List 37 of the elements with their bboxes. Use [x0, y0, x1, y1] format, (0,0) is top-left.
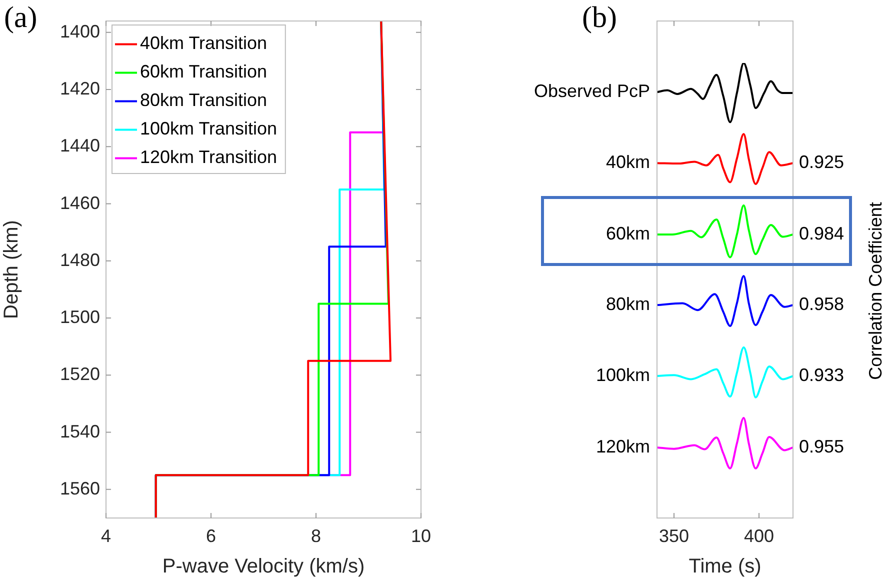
y2-axis-title: Correlation Coefficient — [866, 202, 886, 380]
x-tick-label: 4 — [100, 526, 112, 546]
text: 0.984 — [799, 224, 844, 244]
series-label: 100km — [596, 365, 650, 386]
y-tick-label: 1420 — [60, 78, 100, 99]
text: 0.925 — [799, 152, 844, 172]
x-tick-label: 6 — [206, 526, 216, 546]
chart-title: (a) — [4, 0, 38, 34]
legend-label: 100km Transition — [140, 118, 278, 139]
y-tick-label: 1400 — [60, 21, 100, 42]
text: 0.958 — [799, 294, 844, 314]
x-tick-label: 400 — [744, 526, 774, 546]
y-tick-label: 1440 — [60, 136, 100, 156]
y-tick-label: 1500 — [60, 307, 100, 328]
y-tick-label: 1540 — [60, 421, 100, 442]
legend-label: 60km Transition — [140, 62, 268, 82]
legend-label: 120km Transition — [140, 147, 278, 168]
legend-label: 40km Transition — [140, 33, 268, 54]
series-label: 120km — [596, 436, 650, 456]
legend-label: 80km Transition — [140, 90, 268, 110]
text: 0.933 — [799, 365, 844, 386]
chart-title: (b) — [582, 0, 617, 34]
x-tick-label: 10 — [410, 526, 432, 546]
series-label: 60km — [606, 224, 650, 244]
x-tick-label: 8 — [310, 526, 322, 546]
x-axis-title: Time (s) — [688, 556, 762, 578]
x-axis-title: P-wave Velocity (km/s) — [162, 556, 365, 578]
text: 0.955 — [799, 436, 844, 456]
x-tick-label: 350 — [658, 526, 690, 546]
y-tick-label: 1480 — [60, 250, 100, 270]
y-tick-label: 1460 — [60, 192, 100, 213]
series-label: 40km — [606, 152, 650, 172]
y-tick-label: 1560 — [60, 478, 100, 498]
series-label: Observed PcP — [534, 81, 650, 102]
y-tick-label: 1520 — [60, 364, 100, 384]
series-label: 80km — [606, 294, 650, 314]
y-axis-title: Depth (km) — [0, 220, 23, 319]
